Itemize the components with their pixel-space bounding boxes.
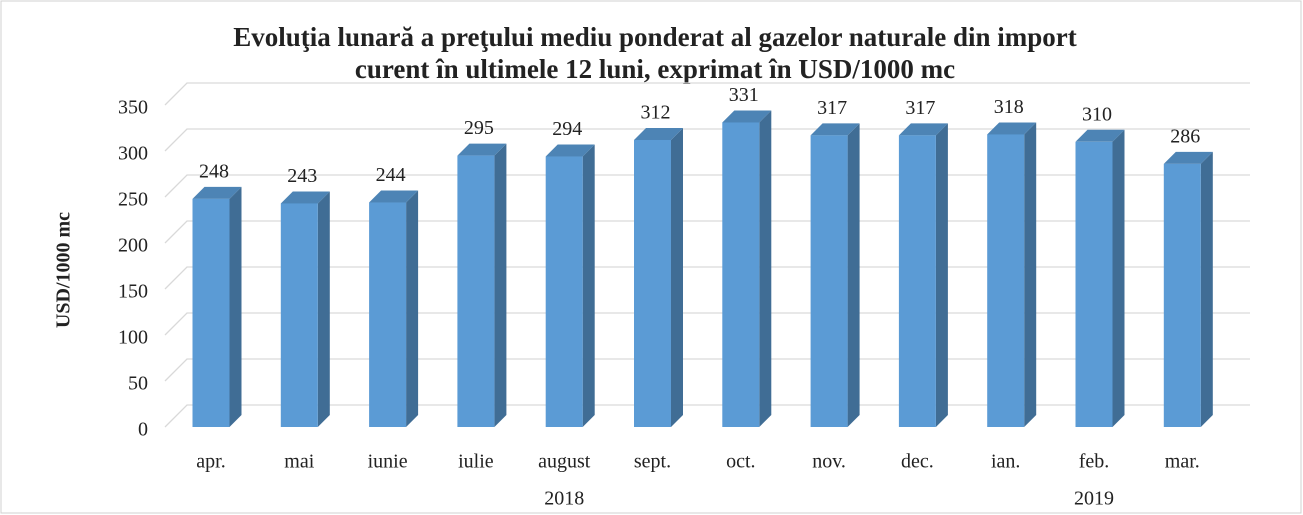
y-tick-label: 300: [118, 143, 148, 165]
chart-title: Evoluţia lunară a preţului mediu pondera…: [233, 22, 1077, 52]
bar-side: [406, 190, 419, 427]
bar-top: [457, 143, 507, 156]
x-group-label: 2019: [1074, 488, 1114, 510]
data-label: 248: [199, 160, 229, 182]
y-tick-label: 350: [118, 97, 148, 119]
bar: [280, 203, 318, 427]
data-label: 244: [376, 164, 406, 186]
bar-top: [810, 123, 860, 136]
bar-top: [545, 144, 595, 157]
bar: [987, 134, 1025, 427]
x-tick-label: sept.: [634, 451, 671, 473]
grid-line: [164, 312, 1250, 336]
data-label: 243: [287, 165, 317, 187]
grid-line: [164, 174, 1250, 198]
bar-top: [1163, 151, 1213, 164]
x-group-label: 2018: [544, 488, 584, 510]
y-tick-label: 100: [118, 327, 148, 349]
x-tick-label: august: [538, 451, 591, 473]
data-label: 310: [1082, 103, 1112, 125]
x-tick-label: mar.: [1165, 451, 1200, 473]
grid-line: [164, 358, 1250, 382]
x-tick-label: mai: [284, 451, 314, 473]
y-axis-title: USD/1000 mc: [53, 212, 75, 328]
bar-side: [494, 143, 507, 427]
bar-side: [1112, 129, 1125, 428]
bar-side: [759, 110, 772, 427]
chart-title: curent în ultimele 12 luni, exprimat în …: [355, 54, 955, 84]
data-label: 318: [994, 96, 1024, 118]
x-tick-label: feb.: [1079, 451, 1110, 473]
bar-side: [1200, 151, 1213, 427]
x-tick-label: oct.: [726, 451, 755, 473]
bar: [545, 156, 583, 427]
bar: [810, 135, 848, 428]
x-tick-label: iunie: [368, 451, 408, 473]
y-tick-label: 200: [118, 235, 148, 257]
bar: [192, 198, 230, 427]
bar-top: [898, 123, 948, 136]
x-tick-label: nov.: [812, 451, 846, 473]
bar-top: [192, 186, 242, 199]
x-tick-label: dec.: [901, 451, 934, 473]
x-tick-label: ian.: [991, 451, 1020, 473]
bar-side: [847, 123, 860, 428]
x-tick-label: iulie: [458, 451, 494, 473]
data-label: 317: [817, 97, 847, 119]
bar: [634, 139, 671, 427]
bar: [1163, 163, 1201, 427]
data-label: 294: [552, 118, 582, 140]
bar-top: [634, 127, 683, 140]
bar-side: [1024, 122, 1037, 427]
bar: [1075, 141, 1113, 428]
bar: [898, 135, 936, 428]
grid-line: [164, 128, 1250, 152]
grid-line: [164, 82, 1250, 106]
y-tick-label: 250: [118, 189, 148, 211]
y-tick-label: 150: [118, 281, 148, 303]
y-tick-label: 0: [138, 419, 148, 441]
bar-top: [369, 190, 419, 203]
bar: [722, 122, 760, 427]
grid-line: [164, 220, 1250, 244]
data-label: 312: [641, 102, 671, 124]
bar: [369, 202, 407, 427]
data-label: 317: [905, 97, 935, 119]
data-label: 331: [729, 84, 759, 106]
bar-top: [280, 191, 330, 204]
bar-side: [582, 144, 595, 427]
data-label: 295: [464, 117, 494, 139]
grid-line: [164, 404, 1250, 428]
bar-top: [722, 110, 772, 123]
x-tick-label: apr.: [196, 451, 225, 473]
bar-side: [317, 191, 330, 427]
y-tick-label: 50: [128, 373, 148, 395]
bar: [457, 155, 495, 427]
bar-side: [229, 186, 242, 427]
bar-top: [1075, 129, 1125, 142]
data-label: 286: [1170, 125, 1200, 147]
bar-top: [987, 122, 1037, 135]
grid-line: [164, 266, 1250, 290]
bar-side: [935, 123, 948, 428]
bar-side: [671, 127, 683, 428]
